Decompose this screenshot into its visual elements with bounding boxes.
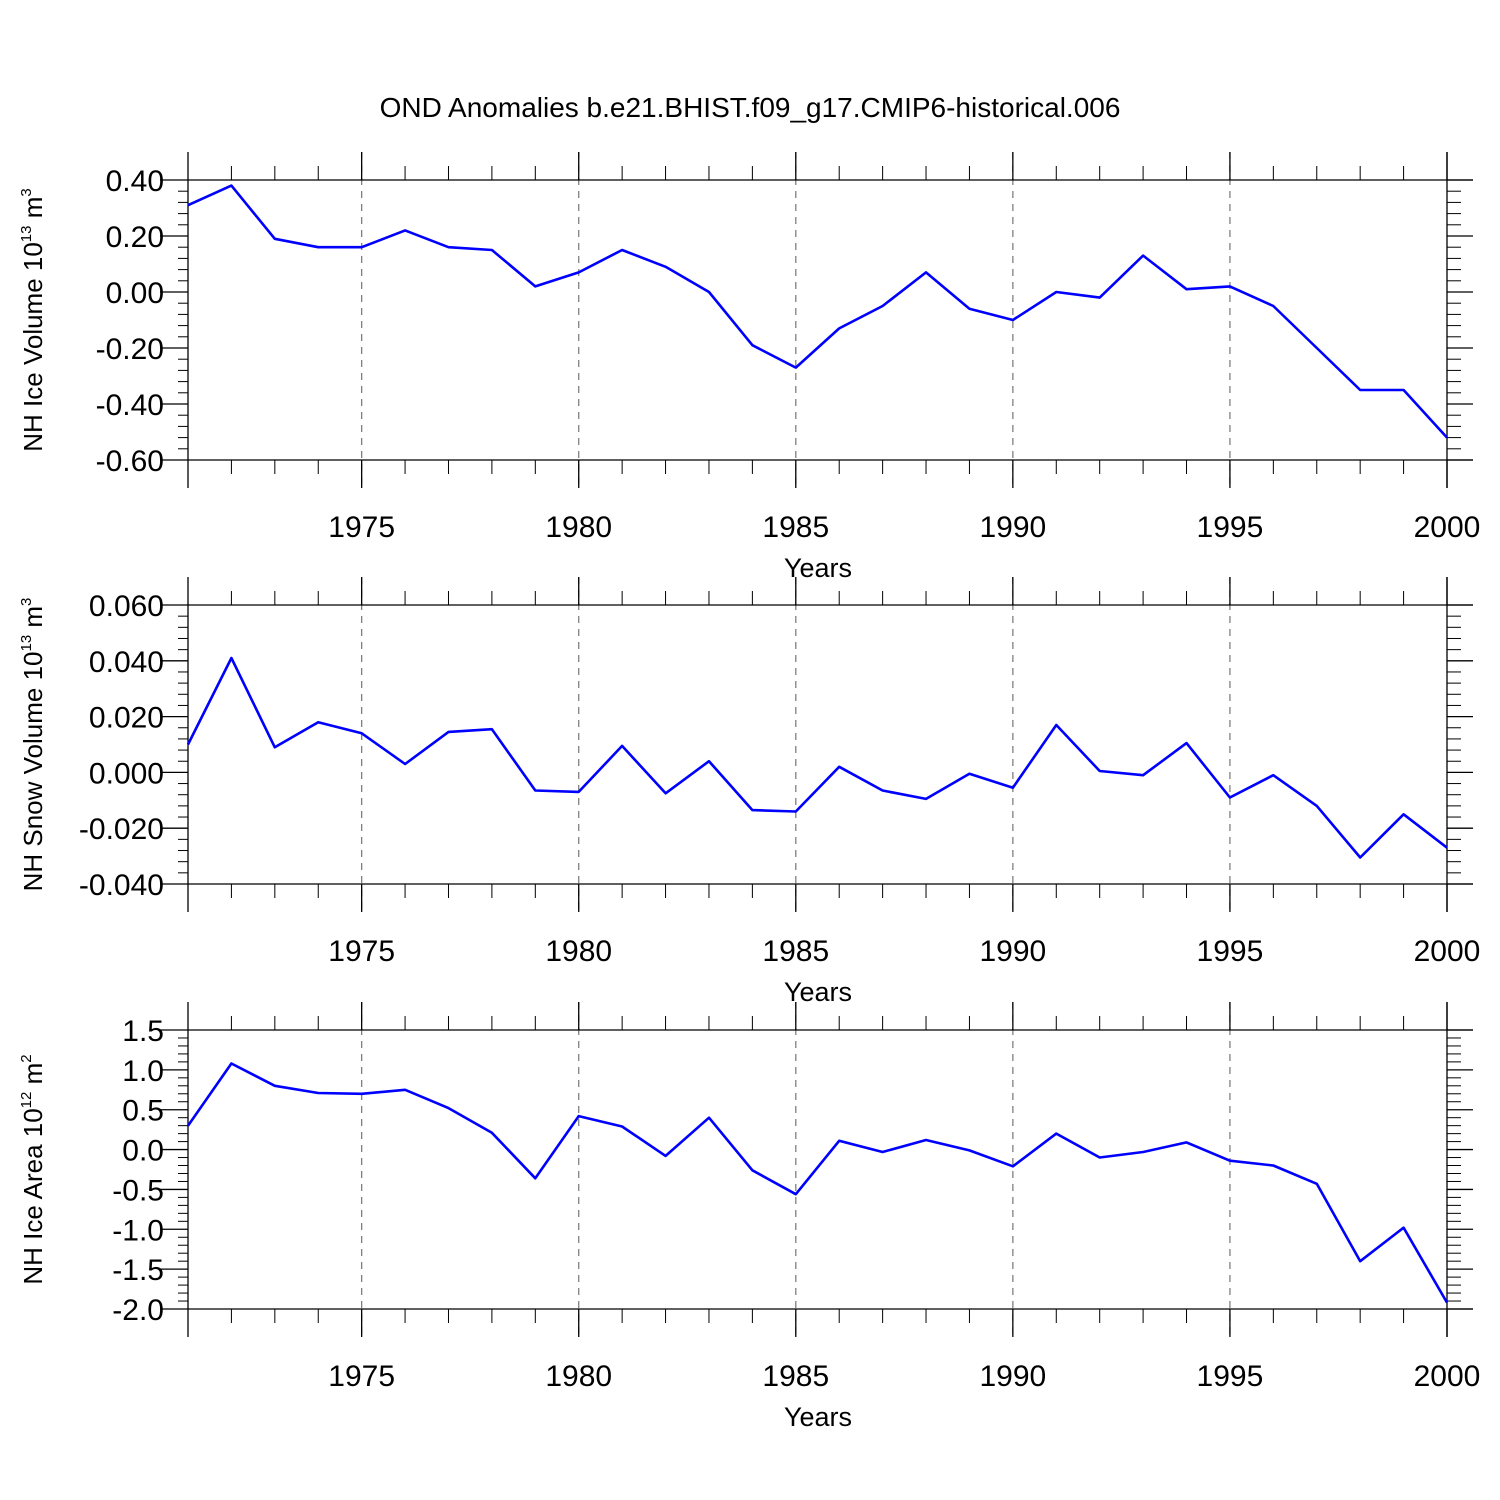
x-tick-label: 1990 [979, 511, 1046, 544]
y-axis-label: NH Ice Volume 1013 m3 [18, 188, 48, 451]
x-tick-label: 1985 [762, 511, 829, 544]
y-tick-label: 1.0 [122, 1055, 164, 1088]
x-tick-label: 2000 [1414, 511, 1481, 544]
y-tick-label: 0.000 [89, 757, 164, 790]
y-axis-label-superscript: 3 [18, 188, 35, 196]
y-axis-label-text: NH Snow Volume 10 [18, 652, 48, 892]
y-tick-label: 0.20 [106, 221, 164, 254]
y-axis-label: NH Ice Area 1012 m2 [18, 1054, 48, 1284]
x-tick-label: 1990 [979, 1360, 1046, 1393]
y-tick-label: 0.060 [89, 590, 164, 623]
y-tick-label: 0.0 [122, 1135, 164, 1168]
x-axis-label: Years [784, 1402, 852, 1432]
x-tick-label: 2000 [1414, 1360, 1481, 1393]
y-tick-label: -0.40 [96, 389, 164, 422]
x-tick-label: 1980 [545, 1360, 612, 1393]
x-tick-label: 1995 [1197, 1360, 1264, 1393]
y-axis-label-text: NH Ice Volume 10 [18, 242, 48, 452]
y-tick-label: -0.60 [96, 445, 164, 478]
x-tick-label: 1975 [328, 511, 395, 544]
y-tick-label: -0.20 [96, 333, 164, 366]
x-tick-label: 1980 [545, 935, 612, 968]
chart-panel-3: 1.5 1.0 0.5 0.0 -0.5 -1.0 -1.5 -2.0 1975 1980 1985… [18, 1002, 1480, 1432]
x-axis-label: Years [784, 553, 852, 583]
x-tick-label: 1985 [762, 935, 829, 968]
figure-title: OND Anomalies b.e21.BHIST.f09_g17.CMIP6-… [380, 92, 1121, 123]
series-line [186, 656, 1448, 859]
y-tick-label: -0.5 [112, 1174, 164, 1207]
y-tick-label: -0.040 [79, 869, 164, 902]
y-tick-label: -0.020 [79, 813, 164, 846]
x-axis-label: Years [784, 977, 852, 1007]
chart-panel-2: 0.060 0.040 0.020 0.000 -0.020 -0.040 1975 1980… [18, 577, 1480, 1007]
x-tick-label: 1975 [328, 1360, 395, 1393]
y-axis-label-text: NH Ice Area 10 [18, 1108, 48, 1284]
y-tick-label: 0.020 [89, 702, 164, 735]
y-axis-label-superscript: 13 [18, 635, 35, 652]
x-tick-label: 1990 [979, 935, 1046, 968]
x-tick-label: 2000 [1414, 935, 1481, 968]
y-axis-label-superscript: 2 [18, 1054, 35, 1062]
x-tick-label: 1985 [762, 1360, 829, 1393]
x-tick-label: 1975 [328, 935, 395, 968]
y-axis-label-superscript: 3 [18, 598, 35, 606]
series-line [187, 184, 1448, 439]
y-axis-label-superscript: 13 [18, 225, 35, 242]
y-tick-label: -2.0 [112, 1294, 164, 1327]
x-tick-label: 1995 [1197, 511, 1264, 544]
y-tick-label: 1.5 [122, 1015, 164, 1048]
y-axis-label: NH Snow Volume 1013 m3 [18, 598, 48, 892]
x-tick-label: 1980 [545, 511, 612, 544]
y-axis-label-text: m [18, 197, 48, 226]
y-axis-label-text: m [18, 606, 48, 635]
x-tick-label: 1995 [1197, 935, 1264, 968]
y-axis-label-superscript: 12 [18, 1092, 35, 1109]
y-tick-label: 0.040 [89, 646, 164, 679]
y-tick-label: 0.40 [106, 165, 164, 198]
y-axis-label-text: m [18, 1063, 48, 1092]
y-tick-label: 0.00 [106, 277, 164, 310]
y-tick-label: -1.0 [112, 1214, 164, 1247]
chart-panel-1: 0.40 0.20 0.00 -0.20 -0.40 -0.60 1975 1980 1985 1… [18, 152, 1480, 583]
series-line [186, 1062, 1449, 1304]
y-tick-label: -1.5 [112, 1254, 164, 1287]
y-tick-label: 0.5 [122, 1095, 164, 1128]
